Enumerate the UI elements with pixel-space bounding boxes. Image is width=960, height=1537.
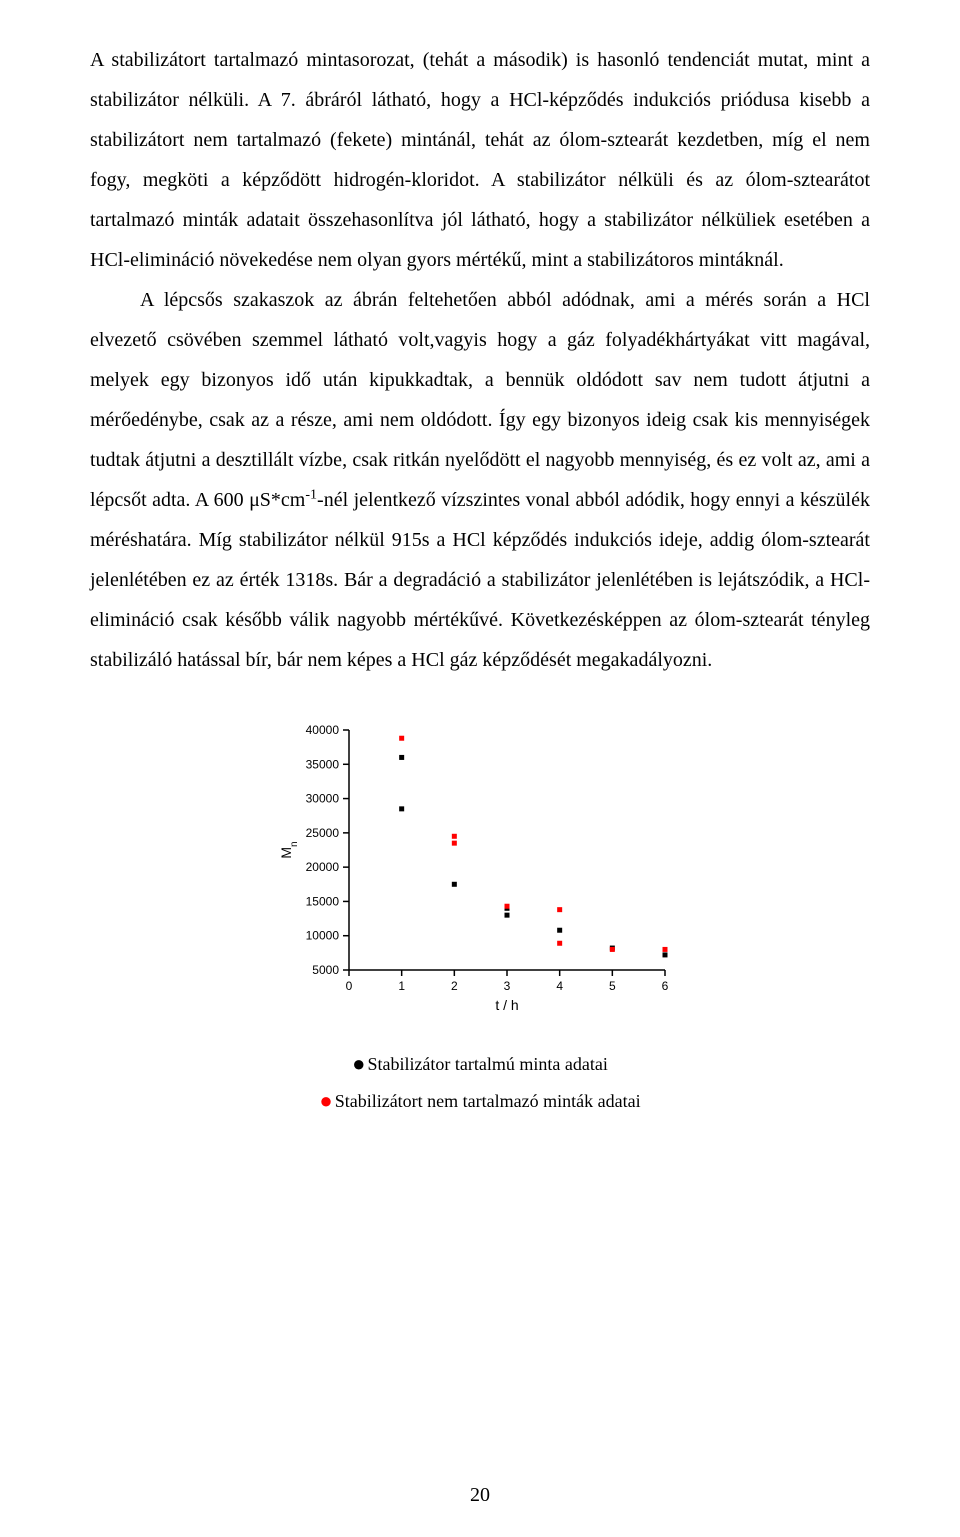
svg-text:Mn: Mn <box>278 841 300 858</box>
svg-text:4: 4 <box>556 979 563 993</box>
dot-icon: ● <box>319 1088 332 1113</box>
paragraph-block: A stabilizátort tartalmazó mintasorozat,… <box>90 40 870 680</box>
svg-text:5: 5 <box>609 979 616 993</box>
svg-text:1: 1 <box>398 979 405 993</box>
legend-label-red: Stabilizátort nem tartalmazó minták adat… <box>335 1091 641 1111</box>
svg-text:20000: 20000 <box>306 860 340 874</box>
paragraph-2b: -nél jelentkező vízszintes vonal abból a… <box>90 489 870 671</box>
superscript-minus-one: -1 <box>305 487 317 502</box>
paragraph-1-text: A stabilizátort tartalmazó mintasorozat,… <box>90 49 870 271</box>
svg-text:5000: 5000 <box>312 963 339 977</box>
dot-icon: ● <box>352 1051 365 1076</box>
scatter-chart: 5000 10000 15000 20000 25000 30000 35000 40000 0… <box>265 720 695 1020</box>
legend-item-red: ●Stabilizátort nem tartalmazó minták ada… <box>319 1081 640 1118</box>
svg-text:10000: 10000 <box>306 929 340 943</box>
paragraph-1: A stabilizátort tartalmazó mintasorozat,… <box>90 40 870 280</box>
svg-text:15000: 15000 <box>306 894 340 908</box>
legend-item-black: ●Stabilizátor tartalmú minta adatai <box>319 1044 640 1081</box>
legend-label-black: Stabilizátor tartalmú minta adatai <box>367 1054 607 1074</box>
chart-legend: ●Stabilizátor tartalmú minta adatai ●Sta… <box>319 1044 640 1119</box>
page-number: 20 <box>0 1484 960 1507</box>
svg-text:40000: 40000 <box>306 723 340 737</box>
paragraph-2a: A lépcsős szakaszok az ábrán feltehetően… <box>90 289 870 511</box>
svg-text:30000: 30000 <box>306 792 340 806</box>
svg-text:t / h: t / h <box>495 997 518 1013</box>
chart-container: 5000 10000 15000 20000 25000 30000 35000 40000 0… <box>90 720 870 1119</box>
svg-text:25000: 25000 <box>306 826 340 840</box>
svg-text:0: 0 <box>346 979 353 993</box>
svg-text:35000: 35000 <box>306 757 340 771</box>
svg-text:2: 2 <box>451 979 458 993</box>
svg-text:3: 3 <box>504 979 511 993</box>
paragraph-2: A lépcsős szakaszok az ábrán feltehetően… <box>90 280 870 680</box>
svg-text:6: 6 <box>662 979 669 993</box>
